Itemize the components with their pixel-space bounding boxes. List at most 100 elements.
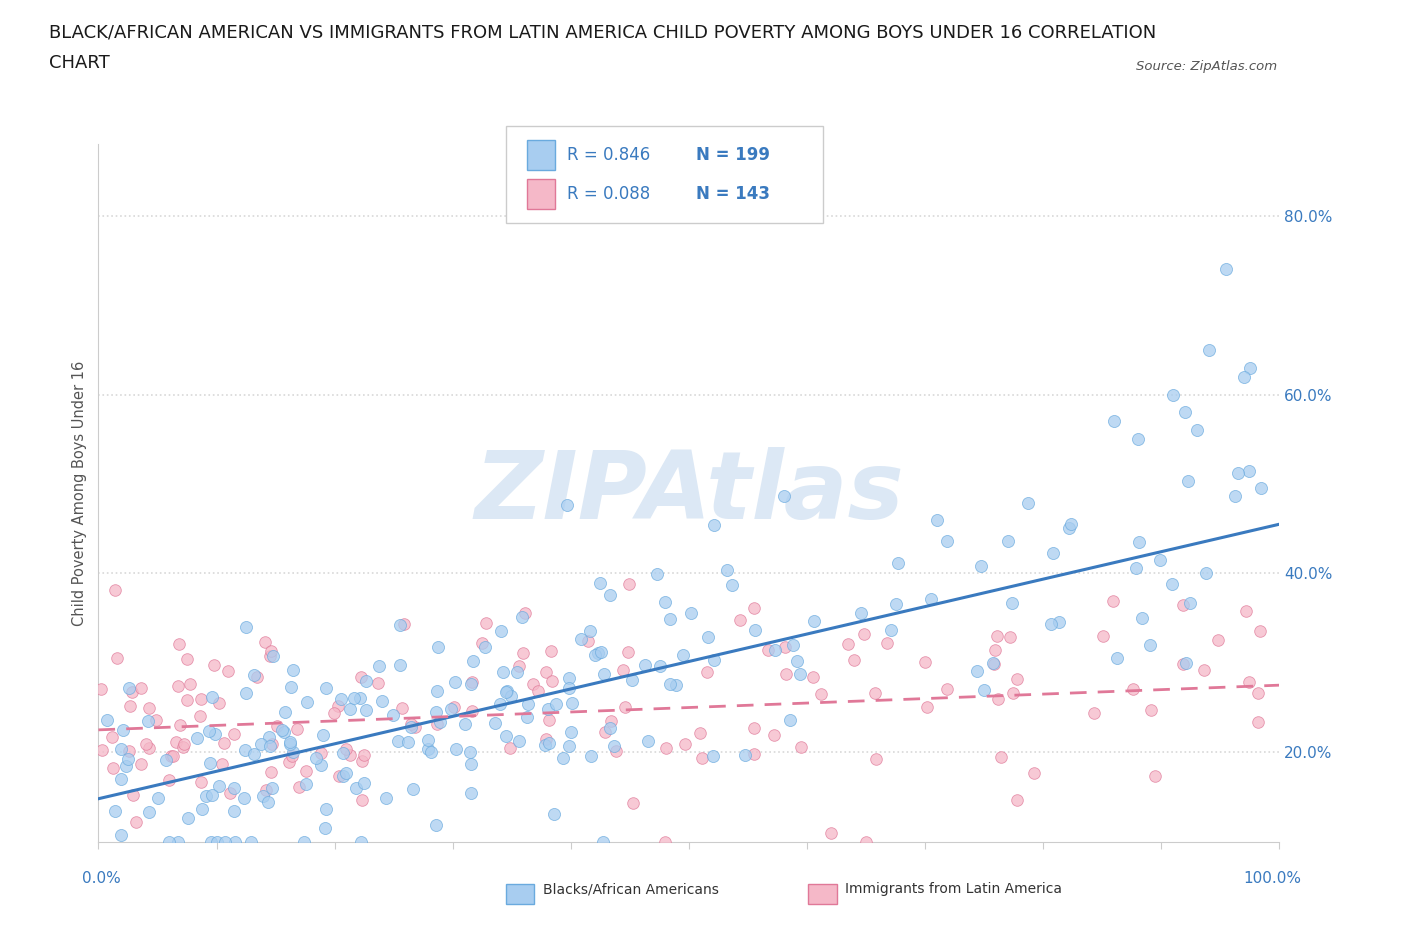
Point xyxy=(1237,464,1260,479)
Point xyxy=(1101,593,1123,608)
Point xyxy=(1227,465,1250,480)
Point xyxy=(367,675,389,690)
Point xyxy=(576,634,599,649)
Point xyxy=(917,699,939,714)
Point xyxy=(505,665,527,680)
Point xyxy=(259,648,281,663)
Point xyxy=(645,567,668,582)
Point xyxy=(312,727,335,742)
Text: Blacks/African Americans: Blacks/African Americans xyxy=(543,882,718,897)
Point xyxy=(1174,405,1197,419)
Point xyxy=(326,698,349,713)
Point xyxy=(703,653,725,668)
Point xyxy=(387,733,409,748)
Point xyxy=(492,664,515,679)
Point xyxy=(461,704,484,719)
Point xyxy=(352,754,374,769)
Point xyxy=(343,691,366,706)
Point xyxy=(592,667,614,682)
Point xyxy=(295,777,318,791)
Point xyxy=(138,740,160,755)
Point xyxy=(167,636,190,651)
Point xyxy=(665,678,688,693)
Point xyxy=(561,696,583,711)
Point xyxy=(613,700,636,715)
Point xyxy=(259,738,281,753)
Point xyxy=(592,834,614,849)
Point xyxy=(90,743,112,758)
Point xyxy=(537,736,560,751)
Point xyxy=(201,788,224,803)
Point xyxy=(865,751,887,766)
Point xyxy=(499,740,522,755)
Point xyxy=(121,788,143,803)
Point xyxy=(591,644,613,659)
Point xyxy=(356,702,378,717)
Point xyxy=(716,563,738,578)
Point xyxy=(1171,657,1194,671)
Point xyxy=(599,721,621,736)
Point xyxy=(332,745,354,760)
Point xyxy=(201,690,224,705)
Point xyxy=(936,682,959,697)
Point xyxy=(356,673,378,688)
Point xyxy=(1249,624,1271,639)
Point xyxy=(522,677,544,692)
Point xyxy=(208,696,231,711)
Point xyxy=(884,597,907,612)
Point xyxy=(654,834,676,849)
Point xyxy=(200,834,222,849)
Point xyxy=(204,727,226,742)
Point xyxy=(801,670,824,684)
Point xyxy=(260,764,283,779)
Point xyxy=(803,614,825,629)
Point xyxy=(987,692,1010,707)
Point xyxy=(1083,706,1105,721)
Point xyxy=(121,684,143,699)
Text: BLACK/AFRICAN AMERICAN VS IMMIGRANTS FROM LATIN AMERICA CHILD POVERTY AMONG BOYS: BLACK/AFRICAN AMERICAN VS IMMIGRANTS FRO… xyxy=(49,23,1157,41)
Point xyxy=(920,591,942,606)
Point xyxy=(224,834,246,849)
Point xyxy=(508,659,530,674)
Point xyxy=(335,742,357,757)
Point xyxy=(197,724,219,738)
Y-axis label: Child Poverty Among Boys Under 16: Child Poverty Among Boys Under 16 xyxy=(72,360,87,626)
Point xyxy=(304,751,326,765)
Point xyxy=(1126,432,1149,446)
Point xyxy=(510,610,533,625)
Point xyxy=(673,737,696,751)
Point xyxy=(763,643,786,658)
Point xyxy=(329,691,352,706)
Point xyxy=(148,790,170,805)
Point xyxy=(418,741,440,756)
Point xyxy=(274,704,297,719)
Point xyxy=(249,737,271,751)
Point xyxy=(260,737,283,751)
Point xyxy=(259,730,281,745)
Point xyxy=(280,735,302,750)
Point xyxy=(176,652,198,667)
Point xyxy=(195,789,218,804)
Point xyxy=(254,783,277,798)
Point xyxy=(212,736,235,751)
Point xyxy=(1017,496,1039,511)
Point xyxy=(339,701,361,716)
Point xyxy=(339,748,361,763)
Point xyxy=(703,518,725,533)
Point xyxy=(1001,595,1024,610)
Point xyxy=(110,742,132,757)
Point xyxy=(243,667,266,682)
Point xyxy=(1149,552,1171,567)
Point xyxy=(396,735,419,750)
Point xyxy=(222,726,245,741)
Point xyxy=(1175,656,1198,671)
Point xyxy=(471,635,494,650)
Point xyxy=(983,657,1005,671)
Point xyxy=(820,825,842,840)
Point xyxy=(536,701,558,716)
Point xyxy=(855,834,877,849)
Point xyxy=(280,680,302,695)
Point xyxy=(211,757,233,772)
Point xyxy=(495,729,517,744)
Point xyxy=(1047,615,1070,630)
